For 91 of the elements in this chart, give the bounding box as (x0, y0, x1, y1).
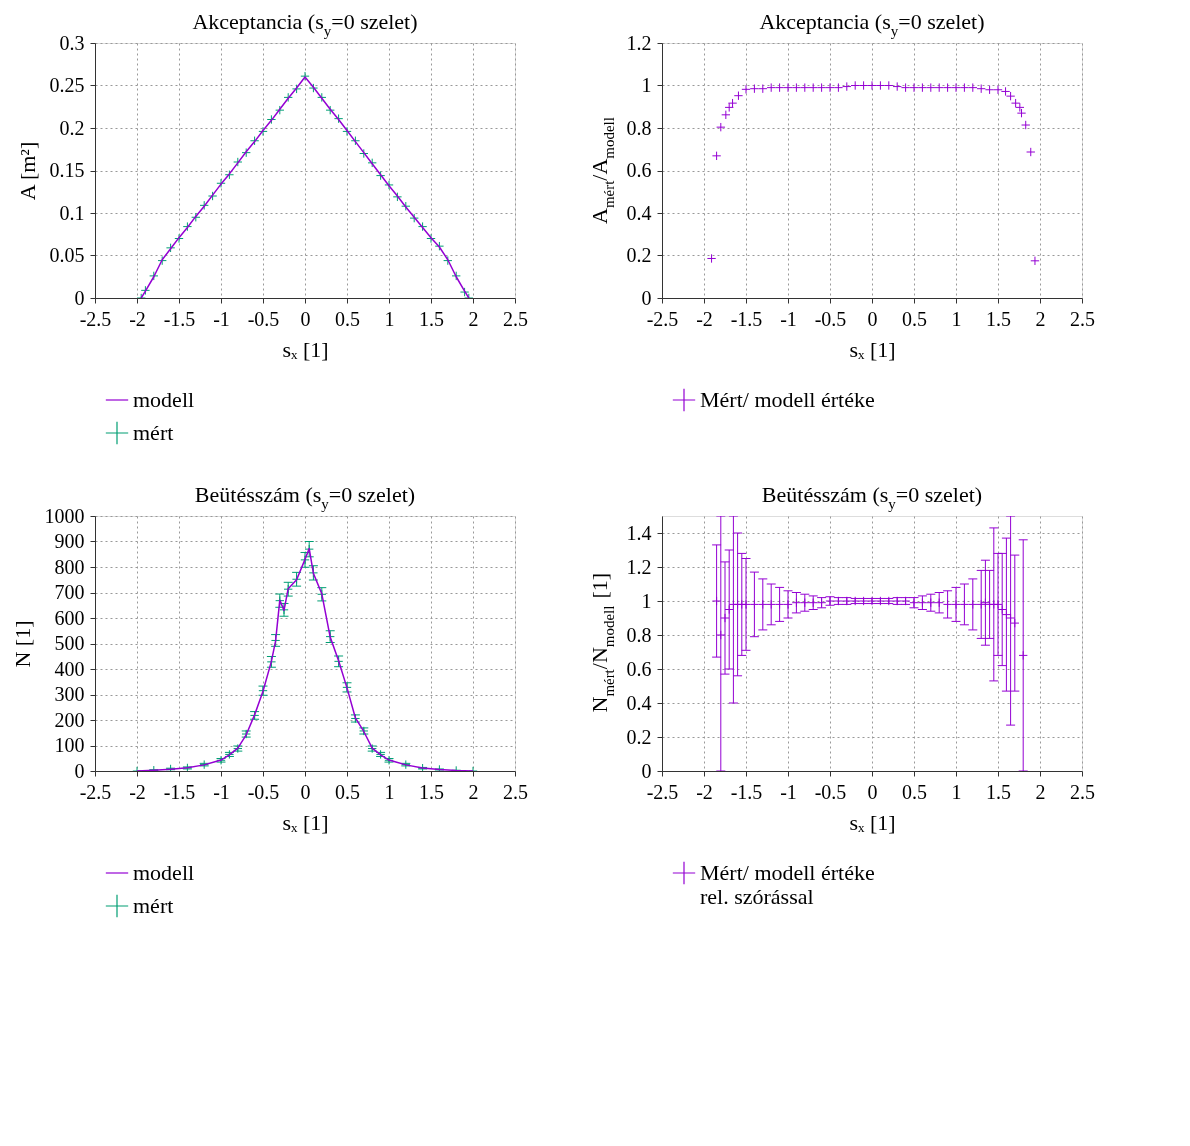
x-tick-label: 2.5 (503, 307, 528, 330)
legend-label: Mért/ modell értéke (700, 387, 875, 412)
x-tick-label: 0 (867, 307, 878, 330)
x-tick-label: -2.5 (79, 780, 112, 803)
y-tick-label: 0.2 (626, 244, 652, 266)
x-tick-label: 1 (384, 307, 395, 330)
x-tick-label: -1 (213, 307, 230, 330)
y-tick-label: 0.6 (626, 657, 652, 680)
y-tick-label: 300 (54, 683, 85, 705)
x-tick-label: 0.5 (902, 780, 927, 803)
legend-label: Mért/ modell értéke rel. szórással (700, 860, 875, 909)
x-tick-label: 2.5 (1070, 307, 1095, 330)
x-tick-label: -0.5 (814, 307, 847, 330)
x-tick-label: -2 (129, 307, 146, 330)
x-tick-label: 2 (1035, 307, 1046, 330)
x-tick-label: -2 (129, 780, 146, 803)
x-tick-label: 2 (468, 780, 479, 803)
x-tick-label: 2 (468, 307, 479, 330)
x-tick-label: 1 (951, 780, 962, 803)
legend-label: mért (133, 893, 174, 918)
y-tick-label: 1.2 (626, 31, 652, 54)
y-tick-label: 0.8 (626, 116, 652, 139)
y-tick-label: 0.05 (49, 244, 85, 266)
y-tick-label: 0.2 (626, 725, 652, 748)
x-tick-label: -1 (780, 780, 797, 803)
x-tick-label: 2.5 (1070, 780, 1095, 803)
y-tick-label: 1.4 (626, 521, 652, 544)
x-tick-label: 1 (384, 780, 395, 803)
y-tick-label: 1.2 (626, 555, 652, 578)
y-tick-label: 200 (54, 708, 85, 731)
x-tick-label: -1.5 (163, 307, 196, 330)
x-tick-label: 0.5 (335, 780, 360, 803)
y-tick-label: 900 (54, 530, 85, 552)
x-axis-title: sₓ [1] (849, 809, 896, 835)
x-tick-label: -0.5 (247, 780, 280, 803)
x-tick-label: 0 (300, 307, 311, 330)
x-tick-label: -0.5 (814, 780, 847, 803)
y-axis-title: Amért/Amodell (587, 117, 617, 224)
y-tick-label: 1 (641, 74, 652, 96)
y-tick-label: 0.2 (59, 116, 85, 139)
y-tick-label: 500 (54, 632, 85, 654)
y-tick-label: 0 (641, 759, 652, 782)
y-axis-title: Nmért/Nmodell [1] (587, 572, 617, 713)
x-tick-label: -2 (696, 307, 713, 330)
x-tick-label: -2 (696, 780, 713, 803)
y-tick-label: 0.6 (626, 159, 652, 181)
y-tick-label: 0.3 (59, 31, 85, 54)
x-tick-label: 1.5 (986, 780, 1011, 803)
x-tick-label: -2.5 (646, 780, 679, 803)
x-tick-label: 1.5 (986, 307, 1011, 330)
x-tick-label: -2.5 (646, 307, 679, 330)
y-tick-label: 0.8 (626, 623, 652, 646)
y-tick-label: 700 (54, 581, 85, 603)
y-tick-label: 0 (641, 286, 652, 309)
x-tick-label: 1.5 (419, 307, 444, 330)
x-tick-label: -1.5 (730, 307, 763, 330)
y-tick-label: 800 (54, 555, 85, 578)
legend-label: modell (133, 860, 195, 885)
legend-label: modell (133, 387, 195, 412)
x-axis-title: sₓ [1] (282, 809, 329, 835)
y-tick-label: 600 (54, 606, 85, 629)
y-tick-label: 0.25 (49, 74, 85, 96)
x-tick-label: 2.5 (503, 780, 528, 803)
x-tick-label: 2 (1035, 780, 1046, 803)
x-tick-label: -0.5 (247, 307, 280, 330)
x-tick-label: 0 (867, 780, 878, 803)
x-tick-label: -1.5 (730, 780, 763, 803)
x-tick-label: 0 (300, 780, 311, 803)
x-tick-label: -1.5 (163, 780, 196, 803)
y-tick-label: 0.15 (49, 159, 85, 181)
x-tick-label: -1 (213, 780, 230, 803)
x-tick-label: -1 (780, 307, 797, 330)
y-axis-title: N [1] (9, 620, 35, 668)
y-tick-label: 100 (54, 734, 85, 756)
x-tick-label: -2.5 (79, 307, 112, 330)
y-tick-label: 0 (74, 759, 85, 782)
x-tick-label: 0.5 (335, 307, 360, 330)
y-tick-label: 400 (54, 657, 85, 680)
y-tick-label: 0.4 (626, 201, 652, 224)
legend-label: mért (133, 420, 174, 445)
x-tick-label: 0.5 (902, 307, 927, 330)
y-tick-label: 0.1 (59, 201, 85, 224)
y-tick-label: 0 (74, 286, 85, 309)
y-axis-title: A [m²] (14, 141, 40, 201)
x-axis-title: sₓ [1] (282, 336, 329, 362)
y-tick-label: 0.4 (626, 691, 652, 714)
x-tick-label: 1.5 (419, 780, 444, 803)
x-tick-label: 1 (951, 307, 962, 330)
y-tick-label: 1 (641, 589, 652, 612)
y-tick-label: 1000 (44, 504, 85, 527)
x-axis-title: sₓ [1] (849, 336, 896, 362)
